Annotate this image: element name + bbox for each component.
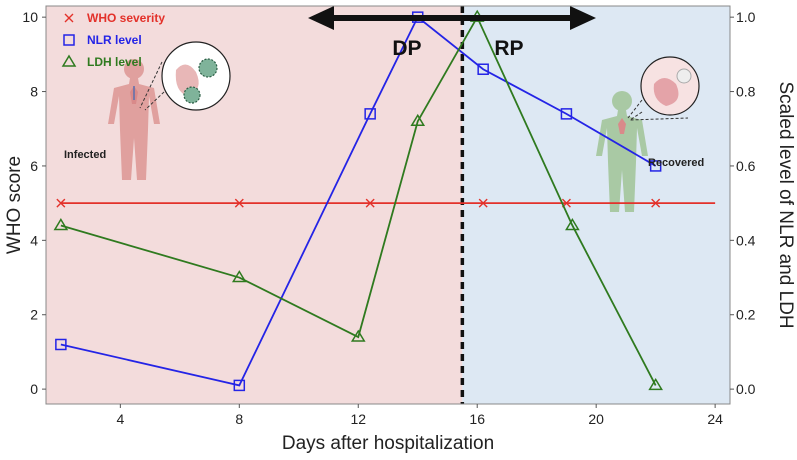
body-silhouette [596, 110, 648, 212]
x-tick-label: 12 [350, 411, 366, 427]
phase-label-rp: RP [494, 37, 523, 60]
y-tick-label-left: 4 [30, 232, 38, 248]
phase-label-dp: DP [392, 37, 421, 60]
y-tick-label-right: 0.2 [736, 307, 756, 323]
y-tick-label-right: 0.6 [736, 158, 756, 174]
legend-item: NLR level [63, 33, 142, 47]
x-tick-label: 24 [707, 411, 723, 427]
data-point [651, 198, 661, 208]
y-tick-label-right: 0.0 [736, 381, 756, 397]
recovered-person-icon [596, 91, 648, 212]
y-tick-label-right: 0.4 [736, 232, 756, 248]
legend-label: WHO severity [87, 11, 165, 25]
virus-icon [198, 58, 218, 78]
y-tick-label-left: 2 [30, 307, 38, 323]
arrow-right-icon [570, 6, 596, 30]
zoom-connector [627, 99, 689, 121]
data-point [364, 108, 376, 120]
legend-item: LDH level [61, 54, 142, 69]
head [124, 59, 144, 79]
legend: WHO severity NLR level LDH level [61, 11, 165, 69]
data-point [56, 198, 66, 208]
legend-label: NLR level [87, 33, 142, 47]
y-tick-label-right: 0.8 [736, 84, 756, 100]
data-point [478, 198, 488, 208]
virus-icon [183, 86, 201, 104]
data-point [560, 108, 573, 120]
y-axis-title-right: Scaled level of NLR and LDH [775, 81, 796, 328]
body-silhouette [108, 78, 160, 180]
x-tick-label: 16 [469, 411, 485, 427]
data-point [649, 160, 662, 172]
recovered-lung-zoom-icon [627, 56, 700, 121]
data-point [53, 218, 69, 231]
data-point [233, 379, 246, 392]
lungs-icon [618, 118, 626, 134]
legend-item: WHO severity [64, 11, 165, 25]
data-point [477, 63, 489, 75]
head [612, 91, 632, 111]
recovered-label: Recovered [648, 157, 704, 169]
data-point [231, 270, 247, 283]
infected-lung-zoom-icon [139, 41, 231, 111]
series-who-severity [56, 198, 716, 208]
series-ldh-level [53, 9, 663, 391]
x-tick-label: 4 [116, 411, 124, 427]
body-illustrations [108, 41, 700, 212]
y-axis-title-left: WHO score [4, 156, 25, 254]
legend-marker [64, 13, 74, 23]
y-tick-label-left: 10 [22, 9, 38, 25]
arrow-left-icon [308, 6, 334, 30]
series-line [60, 15, 657, 386]
plot-frame [45, 5, 731, 405]
x-axis-title: Days after hospitalization [282, 433, 494, 454]
data-point [565, 218, 580, 231]
data-point [350, 329, 366, 342]
x-tick-label: 8 [235, 411, 243, 427]
infected-label: Infected [64, 149, 106, 161]
data-point [648, 377, 663, 391]
legend-marker [61, 54, 77, 67]
legend-marker [63, 34, 75, 46]
y-tick-label-left: 6 [30, 158, 38, 174]
data-point [55, 338, 67, 351]
region-dp [46, 6, 463, 404]
lung-tissue [653, 78, 679, 106]
legend-label: LDH level [87, 55, 142, 69]
zoom-connector [139, 61, 165, 111]
infected-person-icon [108, 59, 160, 180]
data-point [410, 113, 426, 127]
data-point [234, 198, 244, 208]
phase-arrow-layer: DP RP [308, 6, 596, 60]
y-tick-label-left: 0 [30, 381, 38, 397]
x-tick-label: 20 [588, 411, 604, 427]
y-tick-label-left: 8 [30, 84, 38, 100]
data-point [365, 198, 375, 208]
y-tick-label-right: 1.0 [736, 9, 756, 25]
cleared-virus-icon [676, 68, 692, 84]
